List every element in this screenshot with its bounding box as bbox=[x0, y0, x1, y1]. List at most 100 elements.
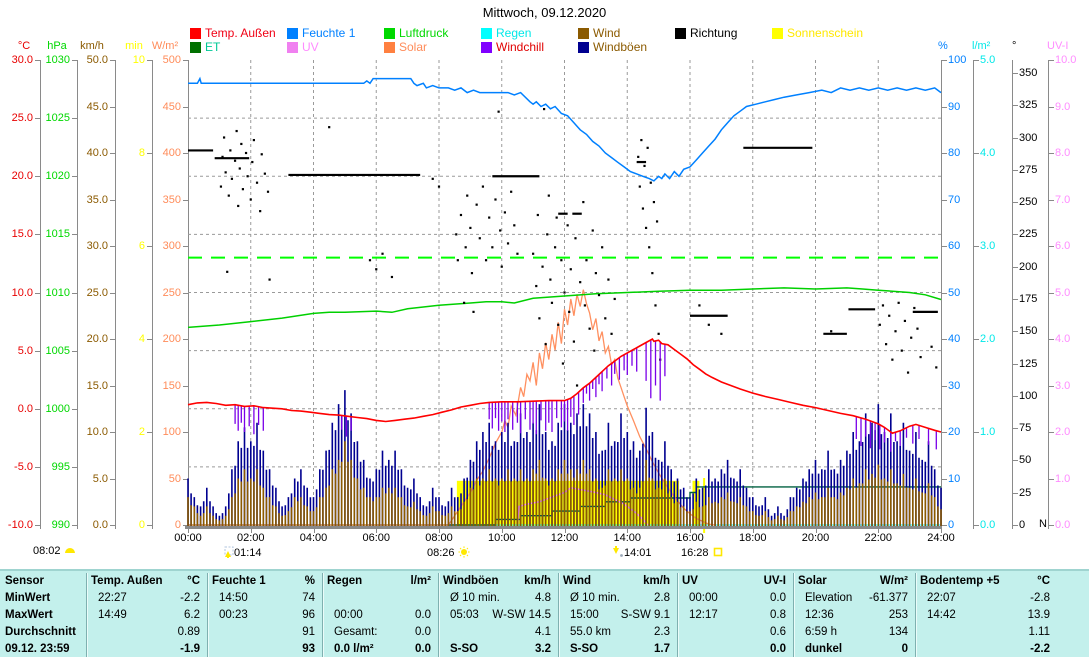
table-row-label: 09.12. 23:59 bbox=[5, 643, 70, 655]
axis-tick-label: 995 bbox=[51, 460, 70, 473]
x-tick bbox=[752, 529, 754, 533]
table-cell-left: Elevation bbox=[805, 592, 853, 604]
legend-color-box bbox=[287, 42, 298, 53]
axis-tick bbox=[1013, 169, 1018, 171]
legend-item-label: Luftdruck bbox=[399, 26, 449, 40]
table-header-name: Feuchte 1 bbox=[212, 575, 266, 587]
axis-unit-%: % bbox=[938, 40, 948, 52]
table-cell-left: 0.0 l/m² bbox=[334, 643, 374, 655]
axis-tick-label: 9.0 bbox=[1055, 100, 1071, 113]
axis-tick-label: 10.0 bbox=[1055, 54, 1077, 66]
table-cell-left: dunkel bbox=[805, 643, 843, 655]
legend-color-box bbox=[675, 28, 686, 39]
axis-tick bbox=[1049, 525, 1054, 526]
axis-tick bbox=[183, 60, 188, 61]
axis-tick bbox=[183, 385, 188, 387]
axis-tick bbox=[1013, 105, 1018, 107]
axis-tick-label: 4.0 bbox=[1055, 333, 1071, 345]
axis-tick-label: -5.0 bbox=[14, 460, 33, 473]
axis-tick-label: 990 bbox=[51, 519, 70, 531]
table-cell-left: 14:50 bbox=[219, 592, 248, 604]
axis-tick bbox=[1049, 153, 1054, 154]
axis-tick-label: 20 bbox=[948, 426, 961, 438]
legend-color-box bbox=[481, 42, 492, 53]
axis-tick bbox=[110, 478, 115, 480]
axis-tick bbox=[942, 525, 947, 526]
table-header-name: Windböen bbox=[443, 575, 499, 587]
axis-tick bbox=[35, 60, 40, 61]
annotation-time: 14:01 bbox=[624, 547, 652, 559]
series-windchill bbox=[234, 339, 937, 452]
table-cell-value: 4.1 bbox=[535, 626, 551, 638]
axis-tick-label: 4 bbox=[138, 333, 145, 345]
table-cell-left: 05:03 bbox=[450, 609, 479, 621]
axis-line-% bbox=[941, 60, 942, 529]
axis-tick bbox=[942, 153, 947, 154]
table-header-unit: UV-I bbox=[763, 575, 786, 587]
axis-tick-label: 5.0 bbox=[17, 344, 33, 357]
axis-tick-label: 250 bbox=[1019, 196, 1038, 209]
axis-tick bbox=[35, 292, 40, 294]
series-richtung bbox=[188, 107, 938, 387]
axis-tick bbox=[974, 525, 979, 526]
legend-color-box bbox=[578, 28, 589, 39]
legend-item-label: Sonnenschein bbox=[787, 26, 864, 40]
table-cell-value: 0.0 bbox=[770, 592, 786, 604]
legend-item-label: Richtung bbox=[690, 26, 738, 40]
x-tick bbox=[941, 529, 942, 533]
axis-tick bbox=[974, 246, 979, 247]
x-tick bbox=[313, 529, 315, 533]
table-cell-left: S-SO bbox=[570, 643, 599, 655]
axis-tick-label: 1.0 bbox=[980, 426, 996, 438]
axis-tick bbox=[183, 339, 188, 340]
axis-tick-label: 1000 bbox=[45, 402, 70, 415]
table-column-separator bbox=[677, 573, 678, 657]
axis-tick-label: 1005 bbox=[45, 344, 70, 357]
table-cell-value: 6.2 bbox=[184, 609, 200, 621]
axis-tick bbox=[1049, 199, 1054, 201]
x-tick bbox=[690, 529, 691, 533]
table-column-separator bbox=[793, 573, 794, 657]
legend-item-label: Regen bbox=[496, 26, 532, 40]
table-cell-value: 2.8 bbox=[654, 592, 670, 604]
moonset-icon bbox=[613, 546, 623, 557]
legend-color-box bbox=[384, 28, 395, 39]
axis-tick bbox=[1013, 363, 1018, 365]
sunrise-time-left: 08:02 bbox=[33, 544, 76, 558]
axis-tick-label: 250 bbox=[162, 286, 181, 299]
axis-tick-label: 3.0 bbox=[980, 240, 996, 252]
axis-tick bbox=[942, 246, 947, 247]
axis-tick-label: 1030 bbox=[45, 54, 70, 66]
legend-item-label: Temp. Außen bbox=[205, 26, 276, 40]
axis-tick-label: 100 bbox=[162, 426, 181, 438]
table-column-separator bbox=[322, 573, 323, 657]
table-column-separator bbox=[438, 573, 439, 657]
x-tick-label: 12:00 bbox=[550, 532, 579, 544]
axis-tick-label: 100 bbox=[948, 54, 967, 66]
series-feuchte-1 bbox=[188, 76, 942, 182]
table-cell-value: 93 bbox=[302, 643, 315, 655]
axis-unit-min: min bbox=[125, 40, 143, 52]
axis-tick bbox=[183, 525, 188, 526]
sunrise-icon bbox=[457, 546, 470, 558]
axis-tick bbox=[1013, 525, 1018, 526]
axis-tick-label: 0.0 bbox=[92, 519, 108, 531]
table-cell-left: 12:36 bbox=[805, 609, 834, 621]
axis-tick bbox=[942, 292, 947, 294]
table-header-name: Temp. Außen bbox=[91, 575, 163, 587]
x-tick bbox=[878, 529, 880, 533]
axis-tick bbox=[1013, 298, 1018, 300]
axis-line-°C bbox=[40, 60, 41, 529]
axis-tick-label: 60 bbox=[948, 240, 961, 252]
axis-tick-label: 6.0 bbox=[1055, 240, 1071, 252]
page-title: Mittwoch, 09.12.2020 bbox=[482, 5, 607, 20]
axis-tick-label: 4.0 bbox=[980, 147, 996, 159]
axis-tick bbox=[1049, 432, 1054, 433]
annotation-time: 08:26 bbox=[427, 547, 455, 559]
table-header-name: UV bbox=[682, 575, 698, 587]
axis-tick-label: 50 bbox=[1019, 454, 1032, 467]
x-tick-label: 24:00 bbox=[927, 532, 955, 544]
axis-tick-label: 0.0 bbox=[1055, 519, 1071, 531]
axis-tick-label: 1025 bbox=[45, 112, 70, 125]
axis-tick bbox=[72, 234, 77, 236]
